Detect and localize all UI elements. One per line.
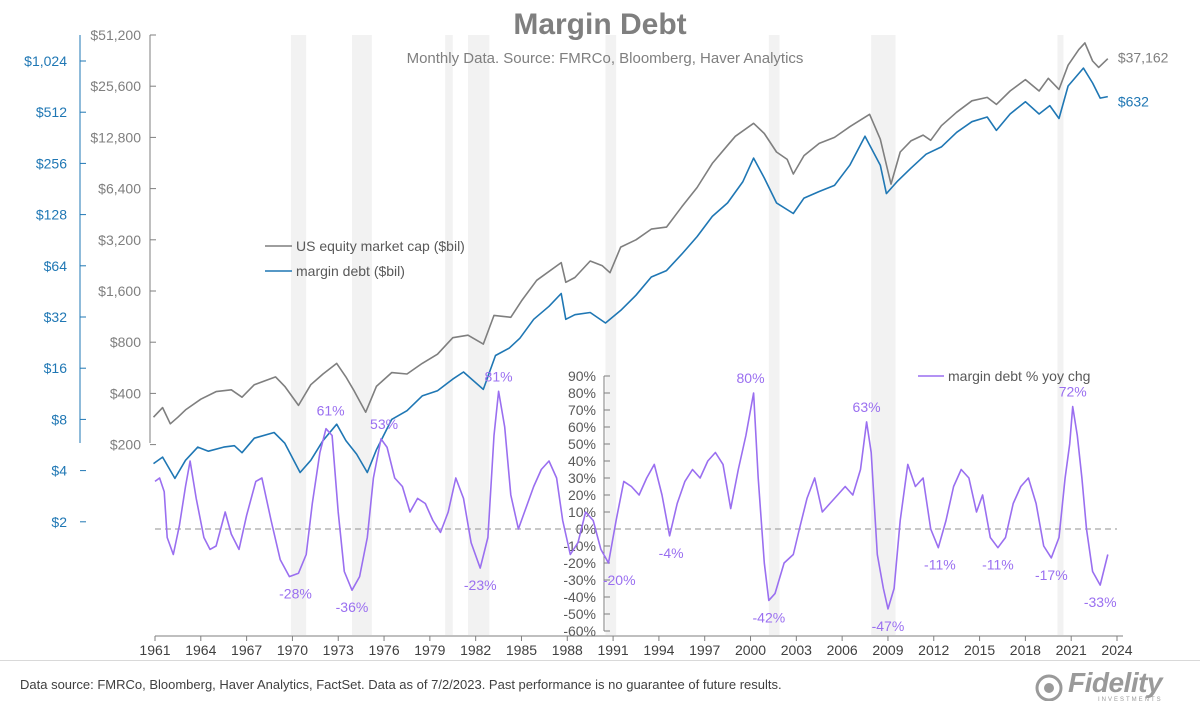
pct-axis-tick-label: -30% — [563, 572, 596, 588]
series-end-label: $632 — [1118, 94, 1149, 110]
equity-axis-tick-label: $3,200 — [98, 232, 141, 248]
peak-trough-label: 53% — [370, 416, 398, 432]
peak-trough-label: -11% — [924, 557, 956, 573]
legend-label-equity: US equity market cap ($bil) — [296, 238, 465, 254]
pct-axis-tick-label: 80% — [568, 385, 596, 401]
x-axis-tick-label: 1964 — [185, 642, 216, 658]
equity-axis-tick-label: $6,400 — [98, 181, 141, 197]
equity-axis-tick-label: $200 — [110, 437, 141, 453]
peak-trough-label: -28% — [279, 586, 312, 602]
x-axis-tick-label: 2012 — [918, 642, 949, 658]
x-axis-tick-label: 1973 — [323, 642, 354, 658]
left-axis-tick-label: $256 — [36, 155, 67, 171]
chart-title: Margin Debt — [513, 8, 687, 41]
left-axis-tick-label: $8 — [51, 411, 67, 427]
pct-axis-tick-label: -40% — [563, 589, 596, 605]
peak-trough-label: 61% — [317, 402, 345, 418]
x-axis-tick-label: 1985 — [506, 642, 537, 658]
x-axis-tick-label: 1997 — [689, 642, 720, 658]
peak-trough-label: -11% — [982, 557, 1014, 573]
recession-band-0 — [290, 35, 307, 635]
pct-axis-tick-label: 40% — [568, 453, 596, 469]
chart-panel: $2 $4 $8 $16 $32 $64 $128 $256 $512 $1,024 $200 $40… — [24, 8, 1169, 658]
peak-trough-label: -20% — [603, 572, 636, 588]
x-axis-tick-label: 2003 — [781, 642, 812, 658]
pct-axis-tick-label: -20% — [563, 555, 596, 571]
margin-debt-chart: $2 $4 $8 $16 $32 $64 $128 $256 $512 $1,024 $200 $40… — [24, 27, 1169, 658]
fidelity-logo-icon — [1035, 674, 1063, 701]
recession-band-7 — [1057, 35, 1064, 635]
footnote: Data source: FMRCo, Bloomberg, Haver Ana… — [20, 677, 782, 692]
x-axis-tick-label: 2024 — [1101, 642, 1132, 658]
recession-band-3 — [468, 35, 490, 635]
pct-axis-tick-label: 50% — [568, 436, 596, 452]
chart-subtitle: Monthly Data. Source: FMRCo, Bloomberg, … — [406, 50, 804, 67]
x-axis-tick-label: 1994 — [643, 642, 674, 658]
x-axis-tick-label: 2021 — [1056, 642, 1087, 658]
equity-axis-tick-label: $1,600 — [98, 283, 141, 299]
recession-band-1 — [351, 35, 372, 635]
series-line-1 — [153, 67, 1108, 480]
equity-axis-tick-label: $800 — [110, 334, 141, 350]
x-axis-tick-label: 1976 — [368, 642, 399, 658]
pct-axis-tick-label: 70% — [568, 402, 596, 418]
equity-axis-tick-label: $25,600 — [90, 78, 141, 94]
x-axis-tick-label: 2018 — [1010, 642, 1041, 658]
left-axis-tick-label: $2 — [51, 514, 67, 530]
peak-trough-label: -23% — [464, 577, 497, 593]
left-axis-tick-label: $64 — [44, 258, 68, 274]
series-line-2 — [154, 390, 1109, 610]
pct-axis-tick-label: -50% — [563, 606, 596, 622]
peak-trough-label: -42% — [753, 609, 786, 625]
peak-trough-label: -47% — [872, 618, 905, 634]
recession-band-2 — [445, 35, 453, 635]
left-axis-tick-label: $1,024 — [24, 53, 67, 69]
x-axis-tick-label: 1961 — [139, 642, 170, 658]
equity-axis-tick-label: $51,200 — [90, 27, 141, 43]
legend-label-margin: margin debt ($bil) — [296, 263, 405, 279]
recession-band-5 — [768, 35, 780, 635]
x-axis-tick-label: 2006 — [827, 642, 858, 658]
pct-axis-tick-label: 30% — [568, 470, 596, 486]
equity-axis-tick-label: $400 — [110, 385, 141, 401]
pct-axis-tick-label: 60% — [568, 419, 596, 435]
peak-trough-label: 72% — [1059, 384, 1087, 400]
pct-axis-tick-label: 10% — [568, 504, 596, 520]
x-axis-tick-label: 2000 — [735, 642, 766, 658]
series-line-0 — [152, 42, 1109, 425]
left-axis-tick-label: $32 — [44, 309, 68, 325]
x-axis-tick-label: 1991 — [598, 642, 629, 658]
recession-band-4 — [605, 35, 617, 635]
left-axis-tick-label: $16 — [44, 360, 68, 376]
left-axis-tick-label: $4 — [51, 463, 67, 479]
logo-subtext: INVESTMENTS — [1098, 697, 1163, 703]
left-axis-tick-label: $512 — [36, 104, 67, 120]
x-axis-tick-label: 1970 — [277, 642, 308, 658]
fidelity-logo: Fidelity INVESTMENTS — [1024, 665, 1192, 705]
recession-band-6 — [871, 35, 896, 635]
pct-axis-tick-label: 20% — [568, 487, 596, 503]
peak-trough-label: 63% — [853, 399, 881, 415]
pct-axis-tick-label: -60% — [563, 623, 596, 639]
equity-axis-tick-label: $12,800 — [90, 129, 141, 145]
x-axis-tick-label: 1979 — [414, 642, 445, 658]
x-axis-tick-label: 2009 — [872, 642, 903, 658]
left-axis-tick-label: $128 — [36, 207, 67, 223]
peak-trough-label: 80% — [737, 370, 765, 386]
peak-trough-label: 81% — [485, 368, 513, 384]
series-end-label: $37,162 — [1118, 50, 1169, 66]
peak-trough-label: -33% — [1084, 594, 1117, 610]
x-axis-tick-label: 1967 — [231, 642, 262, 658]
x-axis-tick-label: 1982 — [460, 642, 491, 658]
legend-label-yoy: margin debt % yoy chg — [948, 368, 1090, 384]
x-axis-tick-label: 2015 — [964, 642, 995, 658]
peak-trough-label: -36% — [336, 599, 369, 615]
pct-axis-tick-label: 90% — [568, 368, 596, 384]
peak-trough-label: -17% — [1035, 567, 1068, 583]
pct-axis-tick-label: -10% — [563, 538, 596, 554]
x-axis-tick-label: 1988 — [552, 642, 583, 658]
footer: Data source: FMRCo, Bloomberg, Haver Ana… — [0, 660, 1200, 709]
logo-text: Fidelity — [1068, 667, 1163, 698]
peak-trough-label: -4% — [659, 545, 684, 561]
